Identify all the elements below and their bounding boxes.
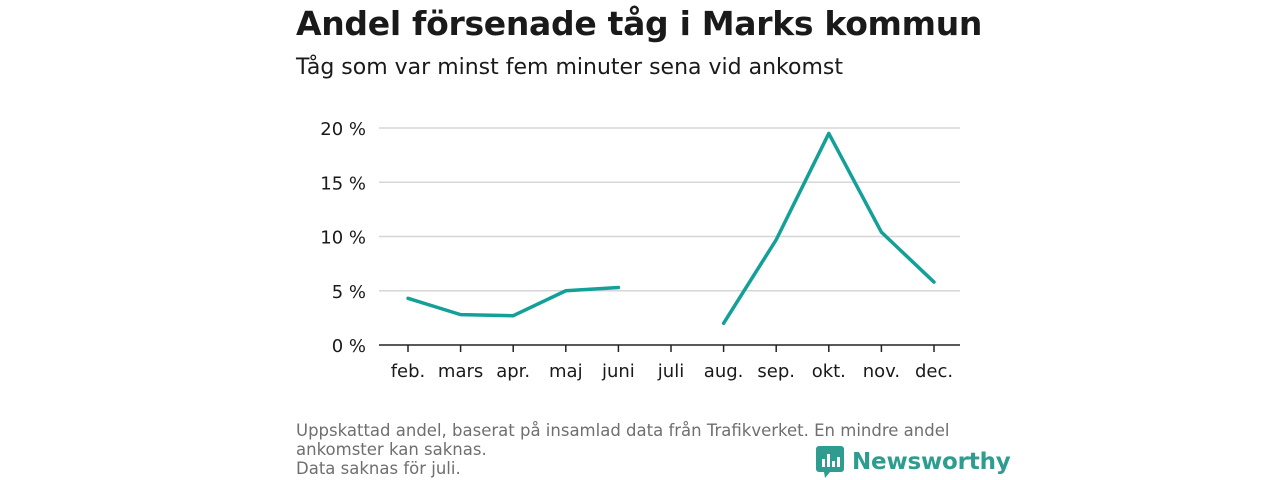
x-tick-label: dec. xyxy=(915,361,953,382)
x-tick-label: nov. xyxy=(863,361,900,382)
x-tick-label: juli xyxy=(657,361,684,382)
newsworthy-logo-text: Newsworthy xyxy=(852,449,1011,475)
footnote-source: Uppskattad andel, baserat på insamlad da… xyxy=(296,421,950,459)
chart-subtitle: Tåg som var minst fem minuter sena vid a… xyxy=(296,55,843,80)
series-lines xyxy=(406,131,936,326)
x-axis-ticks: feb. mars apr. maj juni juli aug. sep. okt. nov. d… xyxy=(391,345,953,382)
y-axis-ticks: 0 % 5 % 10 % 15 % 20 % xyxy=(320,119,366,357)
newsworthy-logo: Newsworthy xyxy=(816,446,1011,478)
x-tick-label: maj xyxy=(549,361,583,382)
newsworthy-logo-icon xyxy=(816,446,844,478)
y-tick-label: 15 % xyxy=(320,173,366,194)
y-tick-label: 10 % xyxy=(320,228,366,249)
y-tick-label: 20 % xyxy=(320,119,366,140)
chart-footnote: Uppskattad andel, baserat på insamlad da… xyxy=(296,421,986,478)
x-tick-label: apr. xyxy=(496,361,530,382)
x-tick-label: sep. xyxy=(757,361,795,382)
series-line-segment xyxy=(721,131,936,326)
x-tick-label: juni xyxy=(601,361,635,382)
grid-lines xyxy=(379,127,960,346)
x-tick-label: feb. xyxy=(391,361,426,382)
footnote-missing-data: Data saknas för juli. xyxy=(296,459,461,478)
y-tick-label: 5 % xyxy=(332,282,366,303)
x-tick-label: mars xyxy=(438,361,483,382)
x-tick-label: aug. xyxy=(704,361,744,382)
line-chart: 0 % 5 % 10 % 15 % 20 % feb. mars apr. maj juni ju… xyxy=(320,119,960,382)
y-tick-label: 0 % xyxy=(332,336,366,357)
x-tick-label: okt. xyxy=(812,361,846,382)
chart-title: Andel försenade tåg i Marks kommun xyxy=(296,4,983,43)
series-line-segment xyxy=(406,285,621,318)
